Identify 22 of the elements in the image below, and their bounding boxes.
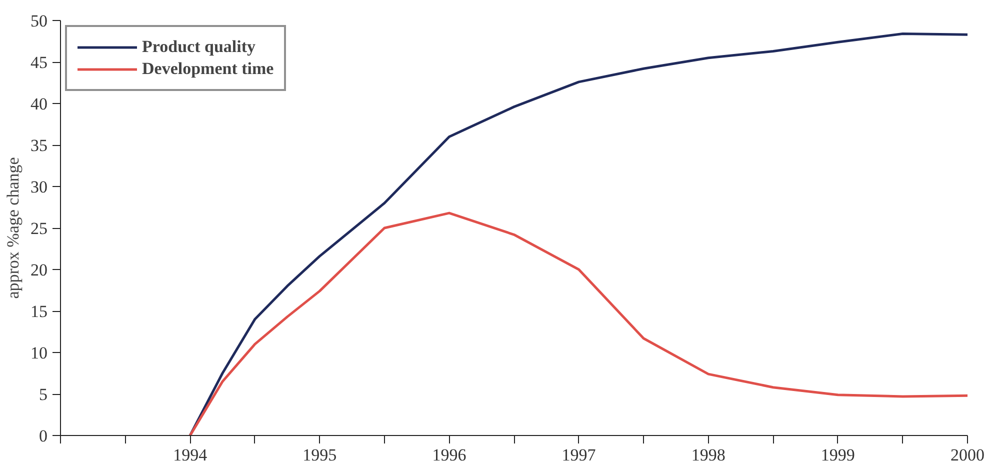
y-tick-label: 50: [30, 12, 48, 30]
y-tick-label: 15: [30, 302, 48, 321]
legend-label: Product quality: [142, 37, 256, 57]
x-tick-label: 1996: [432, 446, 466, 463]
y-tick-label: 10: [30, 344, 48, 362]
y-tick-label: 0: [39, 426, 48, 446]
y-axis-title: approx %age change: [4, 157, 22, 299]
x-tick-label: 2000: [950, 446, 984, 463]
x-tick-label: 1999: [820, 446, 855, 463]
x-tick-label: 1997: [562, 446, 596, 463]
y-tick-label: 5: [39, 385, 48, 404]
x-tick-label: 1994: [173, 446, 208, 463]
line-series: [188, 212, 968, 436]
y-tick-label: 35: [30, 136, 48, 155]
legend-label: Development time: [142, 59, 274, 79]
y-tick-label: 25: [30, 219, 48, 238]
x-tick-label: 1995: [302, 446, 337, 463]
x-tick-label: 1998: [691, 446, 726, 463]
y-tick-label: 40: [30, 94, 48, 114]
y-tick-label: 30: [30, 178, 48, 196]
y-tick-label: 45: [30, 53, 48, 72]
y-tick-label: 20: [30, 260, 48, 280]
